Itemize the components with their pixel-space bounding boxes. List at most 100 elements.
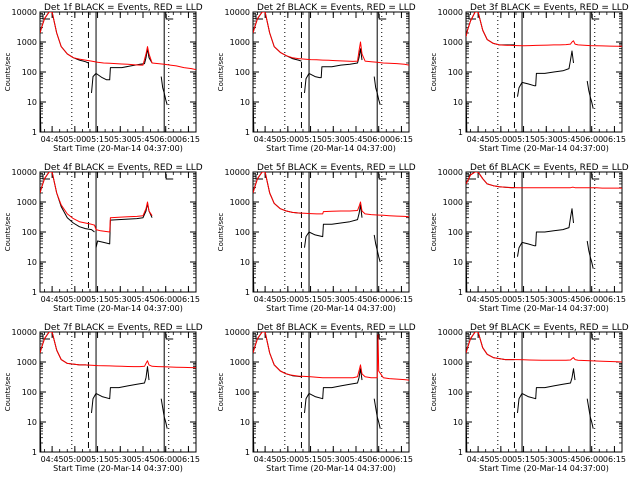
y-tick-label: 1 xyxy=(32,288,37,297)
y-tick-label: 100 xyxy=(235,228,250,237)
corner-bracket xyxy=(591,174,600,180)
x-tick-label: 05:45 xyxy=(131,135,154,144)
y-tick-label: 10 xyxy=(27,258,37,267)
y-tick-label: 1 xyxy=(458,128,463,137)
y-axis-label: Counts/sec xyxy=(4,373,12,412)
y-tick-label: 1000 xyxy=(230,38,250,47)
series-line-events xyxy=(373,234,381,263)
x-tick-label: 05:45 xyxy=(131,455,154,464)
x-tick-label: 05:30 xyxy=(322,295,345,304)
y-tick-label: 10000 xyxy=(12,328,37,337)
x-tick-label: 05:30 xyxy=(535,135,558,144)
series-line-events xyxy=(466,252,468,292)
series-line-events xyxy=(304,48,363,94)
y-tick-label: 1 xyxy=(245,128,250,137)
x-tick-label: 05:30 xyxy=(109,135,132,144)
corner-bracket xyxy=(42,174,50,180)
x-tick-label: 05:00 xyxy=(63,135,86,144)
y-tick-label: 100 xyxy=(448,68,463,77)
x-tick-label: 05:30 xyxy=(109,295,132,304)
x-tick-label: 05:15 xyxy=(512,295,535,304)
series-line-events xyxy=(517,50,574,97)
chart-panel-1: 1 10 100 1000 10000 04:45 05:00 05:15 05:30 05:45… xyxy=(4,3,203,153)
corner-bracket xyxy=(255,174,263,180)
y-tick-label: 100 xyxy=(235,68,250,77)
chart-panel-5: 1 10 100 1000 10000 04:45 05:00 05:15 05:30 05:45… xyxy=(217,163,416,313)
x-tick-label: 04:45 xyxy=(467,295,490,304)
series-line-events xyxy=(160,398,168,429)
y-axis-label: Counts/sec xyxy=(430,373,438,412)
y-tick-label: 1000 xyxy=(230,358,250,367)
y-tick-label: 1 xyxy=(245,288,250,297)
x-tick-label: 06:15 xyxy=(177,455,200,464)
chart-title: Det 6f BLACK = Events, RED = LLD xyxy=(470,163,629,173)
corner-bracket xyxy=(42,334,50,340)
y-tick-label: 1 xyxy=(32,128,37,137)
y-tick-label: 10 xyxy=(453,98,463,107)
corner-bracket xyxy=(591,334,600,340)
y-tick-label: 1000 xyxy=(230,198,250,207)
x-tick-label: 04:45 xyxy=(467,455,490,464)
y-tick-label: 100 xyxy=(235,388,250,397)
y-axis-label: Counts/sec xyxy=(217,213,225,252)
series-line-lld xyxy=(40,332,196,369)
corner-bracket xyxy=(165,14,174,20)
chart-title: Det 9f BLACK = Events, RED = LLD xyxy=(470,323,629,333)
series-line-events xyxy=(517,208,574,257)
x-tick-label: 04:45 xyxy=(254,295,277,304)
x-tick-label: 06:00 xyxy=(367,455,390,464)
x-tick-label: 05:30 xyxy=(535,455,558,464)
corner-bracket xyxy=(591,14,600,20)
y-tick-label: 100 xyxy=(448,228,463,237)
y-tick-label: 10000 xyxy=(438,8,463,17)
chart-title: Det 8f BLACK = Events, RED = LLD xyxy=(257,323,416,333)
y-tick-label: 10000 xyxy=(12,168,37,177)
series-line-events xyxy=(304,368,363,414)
series-line-lld xyxy=(40,12,196,71)
y-tick-label: 1 xyxy=(458,448,463,457)
x-tick-label: 05:30 xyxy=(109,455,132,464)
x-tick-label: 05:45 xyxy=(344,295,367,304)
x-tick-label: 05:00 xyxy=(63,455,86,464)
x-tick-label: 06:00 xyxy=(154,295,177,304)
x-tick-label: 06:15 xyxy=(603,455,626,464)
x-tick-label: 06:15 xyxy=(603,295,626,304)
chart-panel-8: 1 10 100 1000 10000 04:45 05:00 05:15 05:30 05:45… xyxy=(217,323,416,473)
corner-bracket xyxy=(378,334,387,340)
chart-panel-6: 1 10 100 1000 10000 04:45 05:00 05:15 05:30 05:45… xyxy=(430,163,629,313)
chart-panel-3: 1 10 100 1000 10000 04:45 05:00 05:15 05:30 05:45… xyxy=(430,3,629,153)
corner-bracket xyxy=(468,14,476,20)
y-axis-label: Counts/sec xyxy=(4,213,12,252)
y-tick-label: 10 xyxy=(240,258,250,267)
series-line-lld xyxy=(253,332,409,381)
x-tick-label: 05:15 xyxy=(86,455,109,464)
x-tick-label: 04:45 xyxy=(254,135,277,144)
y-tick-label: 10 xyxy=(27,98,37,107)
series-line-events xyxy=(40,412,42,452)
x-tick-label: 05:45 xyxy=(131,295,154,304)
plot-frame xyxy=(465,331,623,453)
x-tick-label: 04:45 xyxy=(41,295,64,304)
x-tick-label: 05:00 xyxy=(63,295,86,304)
x-tick-label: 05:15 xyxy=(86,295,109,304)
y-axis-label: Counts/sec xyxy=(4,53,12,92)
chart-title: Det 5f BLACK = Events, RED = LLD xyxy=(257,163,416,173)
x-tick-label: 05:45 xyxy=(344,135,367,144)
series-line-events xyxy=(586,80,594,109)
series-line-events xyxy=(253,252,255,292)
series-line-events xyxy=(466,92,468,132)
series-line-events xyxy=(466,172,515,189)
y-tick-label: 10000 xyxy=(225,168,250,177)
x-tick-label: 05:45 xyxy=(344,455,367,464)
y-tick-label: 10 xyxy=(453,418,463,427)
series-line-events xyxy=(466,12,515,46)
chart-panel-2: 1 10 100 1000 10000 04:45 05:00 05:15 05:30 05:45… xyxy=(217,3,416,153)
y-tick-label: 10000 xyxy=(438,328,463,337)
series-line-events xyxy=(91,48,153,94)
x-tick-label: 04:45 xyxy=(467,135,490,144)
x-tick-label: 06:15 xyxy=(177,295,200,304)
y-tick-label: 1000 xyxy=(443,38,463,47)
series-line-events xyxy=(160,76,168,106)
corner-bracket xyxy=(468,334,476,340)
